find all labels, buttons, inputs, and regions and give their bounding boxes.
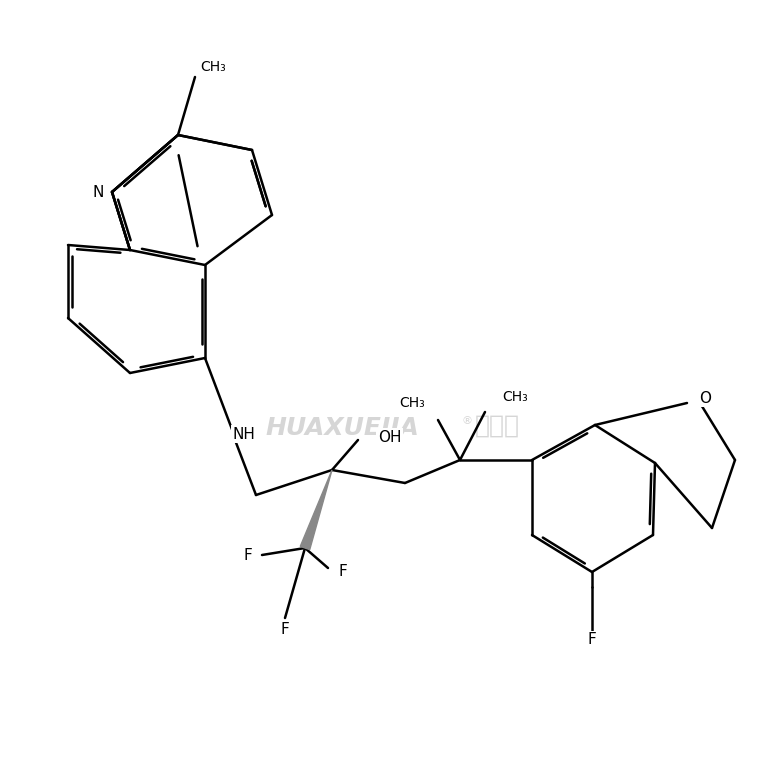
Text: OH: OH	[378, 430, 401, 444]
Text: CH₃: CH₃	[399, 396, 425, 410]
Text: O: O	[699, 390, 711, 406]
Text: NH: NH	[233, 427, 256, 441]
Polygon shape	[300, 470, 332, 550]
Text: F: F	[338, 564, 347, 580]
Text: ®: ®	[462, 416, 473, 426]
Text: CH₃: CH₃	[200, 60, 226, 74]
Text: F: F	[281, 622, 289, 638]
Text: F: F	[587, 632, 597, 648]
Text: N: N	[92, 185, 104, 199]
Text: F: F	[243, 547, 252, 563]
Text: HUAXUEJIA: HUAXUEJIA	[265, 416, 419, 440]
Text: CH₃: CH₃	[502, 390, 528, 404]
Text: 化学加: 化学加	[475, 414, 520, 438]
